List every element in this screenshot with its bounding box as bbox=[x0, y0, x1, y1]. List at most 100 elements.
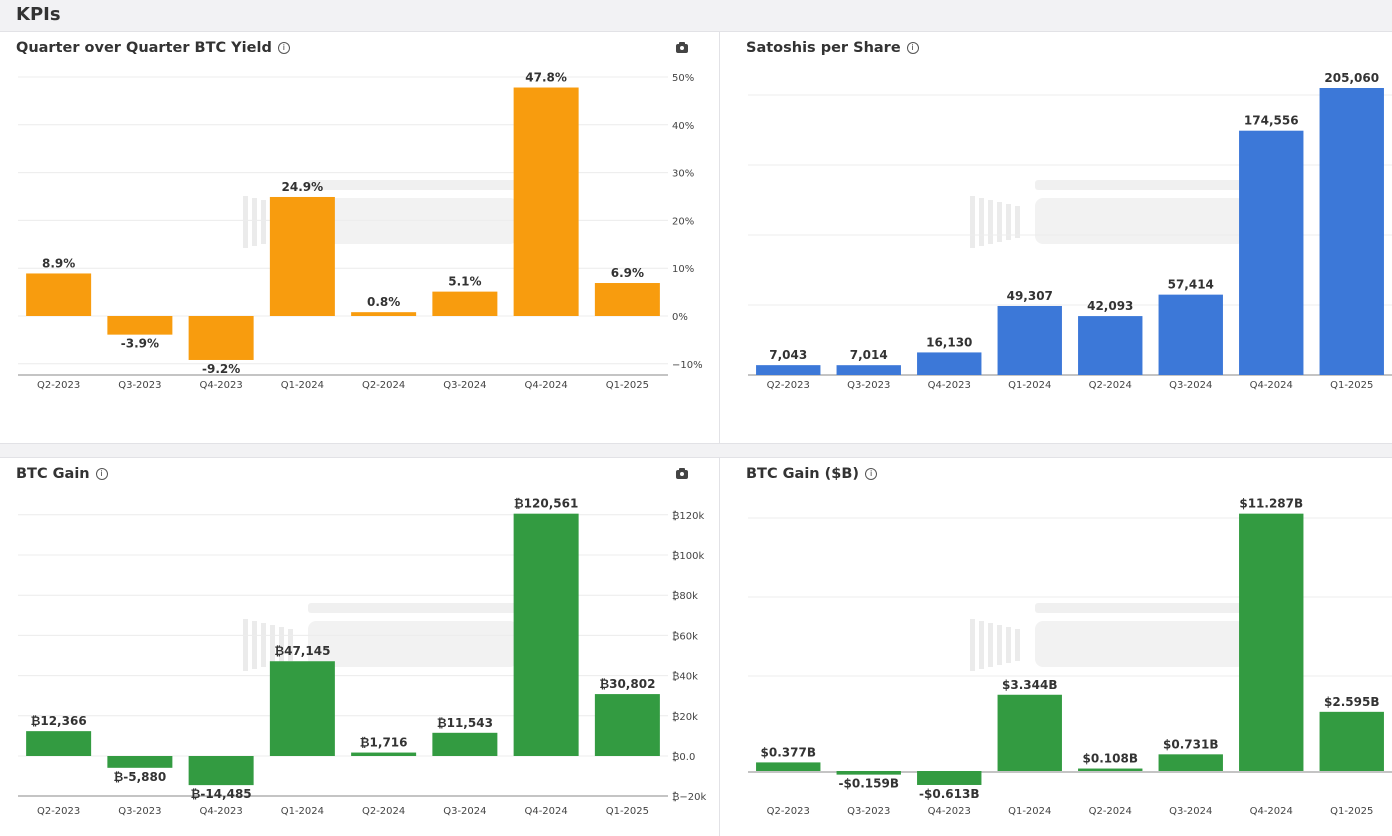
info-circle-icon[interactable]: i bbox=[95, 468, 108, 480]
data-label: -$0.613B bbox=[919, 787, 979, 801]
data-label: -9.2% bbox=[202, 362, 240, 376]
x-tick-label: Q2-2024 bbox=[362, 806, 405, 817]
bar-Q2-2023 bbox=[756, 762, 821, 771]
bar-Q3-2024 bbox=[432, 291, 498, 316]
bar-Q1-2024 bbox=[269, 661, 335, 756]
x-tick-label: Q4-2024 bbox=[1250, 806, 1293, 817]
watermark-logo-bar bbox=[261, 623, 266, 667]
kpis-header: KPIs bbox=[0, 0, 1392, 32]
watermark-logo-bar bbox=[261, 200, 266, 244]
x-tick-label: Q1-2024 bbox=[281, 380, 324, 391]
x-tick-label: Q2-2023 bbox=[37, 806, 80, 817]
data-label: -$0.159B bbox=[839, 777, 899, 791]
panel-divider bbox=[719, 458, 720, 836]
data-label: -3.9% bbox=[121, 337, 159, 351]
y-tick-label: 40% bbox=[672, 121, 694, 132]
bar-Q4-2023 bbox=[917, 352, 982, 375]
data-label: 174,556 bbox=[1244, 114, 1299, 128]
data-label: $0.108B bbox=[1083, 752, 1138, 766]
y-tick-label: ₿20k bbox=[672, 711, 698, 723]
data-label: $3.344B bbox=[1002, 678, 1057, 692]
data-label: ₿11,543 bbox=[437, 716, 493, 730]
x-tick-label: Q3-2023 bbox=[847, 380, 890, 391]
watermark-logo-bar bbox=[979, 621, 984, 669]
camera-icon[interactable] bbox=[676, 42, 688, 53]
bar-Q3-2024 bbox=[1158, 294, 1223, 375]
watermark-logo-bar bbox=[1015, 629, 1020, 661]
chart-title-text: Satoshis per Share bbox=[746, 40, 901, 56]
data-label: $0.731B bbox=[1163, 737, 1218, 751]
bar-Q3-2023 bbox=[107, 316, 173, 335]
data-label: 42,093 bbox=[1087, 299, 1133, 313]
chart-title-text: BTC Gain ($B) bbox=[746, 466, 860, 482]
data-label: 47.8% bbox=[525, 71, 567, 85]
x-tick-label: Q3-2024 bbox=[443, 806, 486, 817]
panel-divider bbox=[719, 32, 720, 443]
bar-Q4-2024 bbox=[513, 87, 579, 317]
bar-Q2-2024 bbox=[351, 312, 417, 316]
data-label: 0.8% bbox=[367, 295, 400, 309]
x-tick-label: Q3-2024 bbox=[443, 380, 486, 391]
bar-Q3-2024 bbox=[432, 732, 498, 756]
camera-icon[interactable] bbox=[676, 468, 688, 479]
y-tick-label: −10% bbox=[672, 360, 703, 371]
bar-Q2-2023 bbox=[26, 731, 92, 756]
x-tick-label: Q3-2023 bbox=[847, 806, 890, 817]
y-tick-label: ₿40k bbox=[672, 671, 698, 683]
x-tick-label: Q1-2024 bbox=[281, 806, 324, 817]
data-label: 7,014 bbox=[850, 348, 888, 362]
bar-Q4-2024 bbox=[513, 513, 579, 756]
x-tick-label: Q2-2024 bbox=[1089, 380, 1132, 391]
data-label: ₿120,561 bbox=[514, 497, 578, 511]
bar-Q4-2024 bbox=[1239, 513, 1304, 771]
bar-Q1-2024 bbox=[997, 305, 1062, 375]
bar-Q1-2025 bbox=[594, 283, 660, 316]
data-label: 205,060 bbox=[1324, 71, 1379, 85]
x-tick-label: Q4-2024 bbox=[1250, 380, 1293, 391]
watermark-logo-block bbox=[308, 198, 518, 244]
data-label: 5.1% bbox=[448, 275, 481, 289]
info-circle-icon[interactable]: i bbox=[865, 468, 878, 480]
watermark-logo-bar bbox=[252, 198, 257, 246]
data-label: ₿47,145 bbox=[274, 644, 330, 658]
x-tick-label: Q3-2024 bbox=[1169, 806, 1212, 817]
chart-title-satoshis-per-share: Satoshis per Share i bbox=[746, 40, 919, 56]
watermark-logo-band bbox=[1035, 180, 1245, 190]
x-tick-label: Q1-2025 bbox=[1330, 806, 1373, 817]
y-tick-label: ₿80k bbox=[672, 590, 698, 602]
x-tick-label: Q2-2023 bbox=[37, 380, 80, 391]
y-tick-label: 50% bbox=[672, 73, 694, 84]
chart-title-btc-yield: Quarter over Quarter BTC Yield i bbox=[16, 40, 290, 56]
y-tick-label: 0% bbox=[672, 312, 688, 323]
y-tick-label: 10% bbox=[672, 264, 694, 275]
chart-title-btc-gain-usd: BTC Gain ($B) i bbox=[746, 466, 878, 482]
y-tick-label: 20% bbox=[672, 216, 694, 227]
info-circle-icon[interactable]: i bbox=[906, 42, 919, 54]
x-tick-label: Q4-2023 bbox=[199, 806, 242, 817]
y-tick-label: ₿−20k bbox=[672, 791, 707, 803]
watermark-logo-bar bbox=[970, 196, 975, 248]
bar-Q1-2025 bbox=[594, 694, 660, 756]
x-tick-label: Q4-2024 bbox=[524, 806, 567, 817]
data-label: ₿12,366 bbox=[31, 714, 87, 728]
data-label: 57,414 bbox=[1168, 278, 1214, 292]
data-label: ₿-14,485 bbox=[191, 787, 252, 801]
data-label: 8.9% bbox=[42, 256, 75, 270]
watermark-logo-bar bbox=[979, 198, 984, 246]
x-tick-label: Q2-2024 bbox=[362, 380, 405, 391]
bar-Q3-2023 bbox=[107, 756, 173, 768]
x-tick-label: Q1-2024 bbox=[1008, 806, 1051, 817]
data-label: ₿1,716 bbox=[360, 736, 408, 750]
x-tick-label: Q4-2024 bbox=[524, 380, 567, 391]
info-circle-icon[interactable]: i bbox=[277, 42, 290, 54]
watermark-logo-bar bbox=[270, 625, 275, 665]
x-tick-label: Q1-2025 bbox=[606, 380, 649, 391]
watermark-logo-bar bbox=[970, 619, 975, 671]
bar-Q3-2023 bbox=[836, 365, 901, 375]
data-label: 6.9% bbox=[611, 266, 644, 280]
y-tick-label: 30% bbox=[672, 169, 694, 180]
x-tick-label: Q2-2023 bbox=[767, 380, 810, 391]
watermark-logo-bar bbox=[243, 619, 248, 671]
watermark-logo-band bbox=[308, 180, 518, 190]
